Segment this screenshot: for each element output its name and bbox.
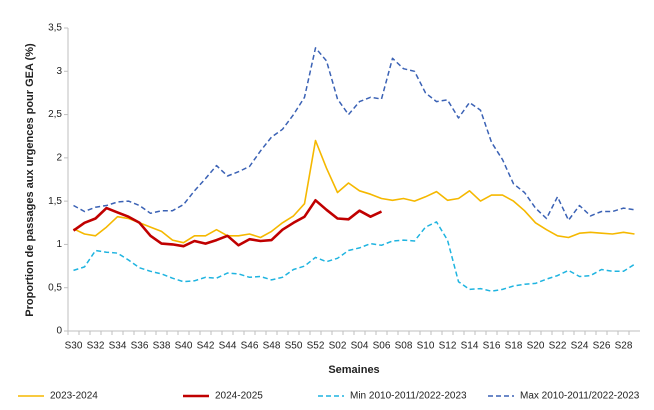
x-tick-label: S42: [197, 341, 215, 352]
x-tick-label: S48: [263, 341, 281, 352]
x-tick-label: S38: [153, 341, 171, 352]
y-tick-label: 2: [56, 152, 62, 163]
x-tick-label: S10: [417, 341, 435, 352]
x-tick-label: S30: [65, 341, 83, 352]
x-tick-label: S06: [373, 341, 391, 352]
x-tick-label: S52: [307, 341, 325, 352]
y-tick-label: 0: [56, 326, 62, 337]
x-tick-label: S40: [175, 341, 193, 352]
x-tick-label: S36: [131, 341, 149, 352]
x-tick-label: S14: [461, 341, 479, 352]
x-tick-label: S24: [571, 341, 589, 352]
x-tick-label: S04: [351, 341, 369, 352]
legend-label: 2023-2024: [50, 391, 98, 402]
x-tick-label: S22: [549, 341, 567, 352]
x-tick-label: S12: [439, 341, 457, 352]
x-tick-label: S32: [87, 341, 105, 352]
x-tick-label: S50: [285, 341, 303, 352]
x-axis-title: Semaines: [328, 364, 379, 376]
x-tick-label: S18: [505, 341, 523, 352]
legend-label: Min 2010-2011/2022-2023: [350, 391, 467, 402]
series-line: [73, 139, 635, 244]
x-tick-label: S44: [219, 341, 237, 352]
x-tick-label: S28: [615, 341, 633, 352]
x-tick-label: S26: [593, 341, 611, 352]
y-tick-label: 1,5: [48, 196, 62, 207]
legend-label: Max 2010-2011/2022-2023: [520, 391, 640, 402]
series-line: [73, 221, 635, 292]
y-tick-label: 1: [56, 239, 62, 250]
series-line: [73, 47, 635, 221]
y-axis-title: Proportion de passages aux urgences pour…: [24, 43, 36, 317]
x-tick-label: S08: [395, 341, 413, 352]
x-tick-label: S46: [241, 341, 259, 352]
y-tick-label: 3,5: [48, 23, 62, 34]
x-tick-label: S20: [527, 341, 545, 352]
y-tick-label: 0,5: [48, 282, 62, 293]
x-tick-label: S16: [483, 341, 501, 352]
series-line: [72, 199, 383, 248]
x-tick-label: S34: [109, 341, 127, 352]
x-tick-label: S02: [329, 341, 347, 352]
legend-label: 2024-2025: [215, 391, 263, 402]
y-tick-label: 2,5: [48, 109, 62, 120]
y-tick-label: 3: [56, 66, 62, 77]
